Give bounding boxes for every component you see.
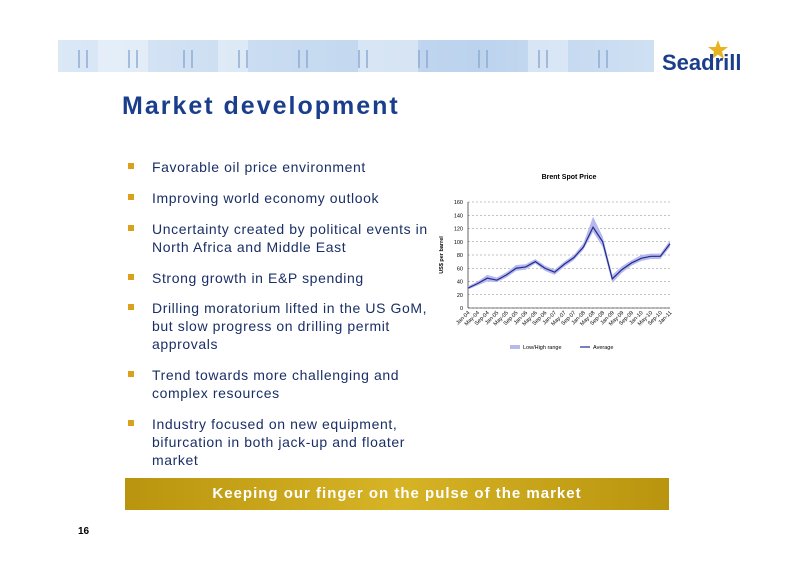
bullet-marker (128, 420, 134, 426)
footer-text: Keeping our finger on the pulse of the m… (212, 485, 582, 502)
y-tick-label: 20 (457, 293, 463, 299)
bullet-item: Drilling moratorium lifted in the US GoM… (128, 299, 428, 353)
bullet-item: Favorable oil price environment (128, 158, 428, 176)
star-icon (708, 40, 728, 59)
average-line (467, 225, 671, 289)
bullet-marker (128, 274, 134, 280)
y-axis-label: US$ per barrel (439, 236, 445, 274)
y-tick-label: 60 (457, 266, 463, 272)
company-logo: Seadrill (662, 50, 742, 75)
bullet-item: Uncertainty created by political events … (128, 220, 428, 256)
range-band (468, 216, 670, 290)
bullet-marker (128, 371, 134, 377)
bullet-item: Trend towards more challenging and compl… (128, 366, 428, 402)
legend-label-range: Low/High range (523, 345, 562, 351)
bullet-marker (128, 225, 134, 231)
y-tick-label: 160 (454, 200, 463, 206)
y-tick-label: 80 (457, 253, 463, 259)
header-banner (58, 40, 654, 72)
bullet-marker (128, 304, 134, 310)
legend-swatch-range (510, 345, 520, 349)
bullet-item: Industry focused on new equipment, bifur… (128, 415, 428, 469)
bullet-item: Strong growth in E&P spending (128, 269, 428, 287)
bullet-marker (128, 194, 134, 200)
y-tick-label: 40 (457, 280, 463, 286)
footer-banner: Keeping our finger on the pulse of the m… (125, 478, 669, 510)
brent-price-chart: Brent Spot Price 0 20 40 60 80 100 120 140 160 US$… (439, 174, 673, 351)
legend-label-average: Average (593, 345, 613, 351)
y-tick-label: 120 (454, 227, 463, 233)
y-tick-label: 100 (454, 240, 463, 246)
bullet-list: Favorable oil price environment Improvin… (128, 158, 428, 469)
bullet-item: Improving world economy outlook (128, 189, 428, 207)
y-tick-label: 0 (460, 306, 463, 312)
page-title: Market development (122, 92, 400, 120)
y-tick-label: 140 (454, 213, 463, 219)
page-number: 16 (78, 526, 90, 537)
chart-title: Brent Spot Price (542, 174, 597, 181)
bullet-marker (128, 163, 134, 169)
